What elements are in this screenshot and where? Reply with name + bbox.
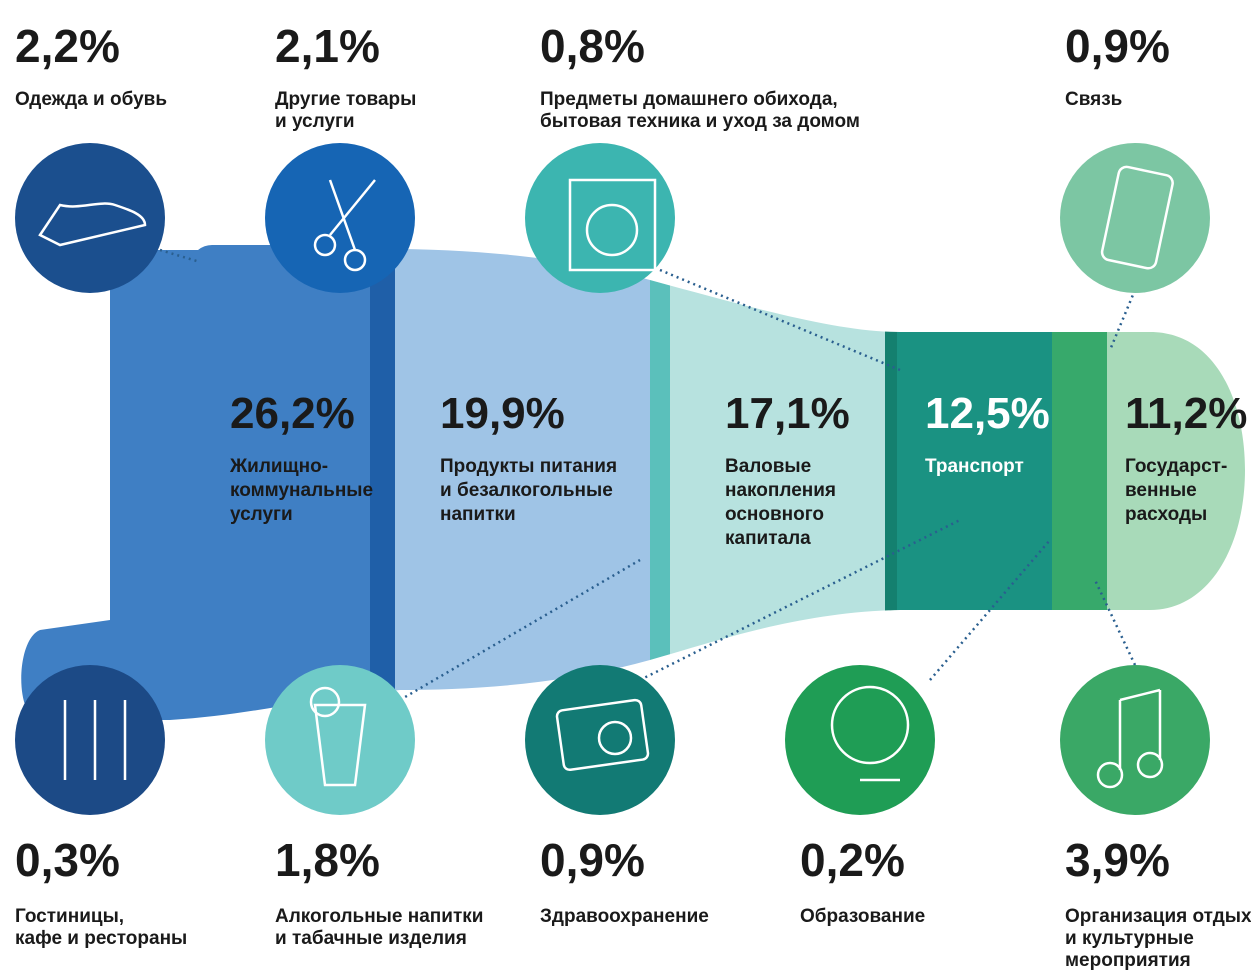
label: и табачные изделия — [275, 928, 467, 949]
value: 11,2% — [1125, 389, 1247, 438]
value: 19,9% — [440, 389, 565, 438]
label: Связь — [1065, 89, 1122, 110]
value: 2,1% — [275, 20, 380, 72]
label: Здравоохранение — [540, 906, 709, 927]
label: Продукты питания — [440, 456, 617, 477]
value: 3,9% — [1065, 834, 1170, 886]
label: накопления — [725, 480, 836, 501]
label: Другие товары — [275, 89, 416, 110]
infographic: 2,2% Одежда и обувь 2,1% Другие товарыи усл… — [0, 0, 1251, 980]
label: Образование — [800, 906, 925, 927]
value: 0,2% — [800, 834, 905, 886]
label: Алкогольные напитки — [275, 906, 483, 927]
label: венные — [1125, 480, 1197, 501]
label: Государст- — [1125, 456, 1227, 477]
label: мероприятия — [1065, 950, 1191, 971]
label: и услуги — [275, 111, 355, 132]
label: Транспорт — [925, 456, 1024, 477]
value: 1,8% — [275, 834, 380, 886]
label: Жилищно- — [229, 456, 328, 477]
value: 17,1% — [725, 389, 850, 438]
value: 0,9% — [1065, 20, 1170, 72]
label: расходы — [1125, 504, 1207, 525]
label: бытовая техника и уход за домом — [540, 111, 860, 132]
label: основного — [725, 504, 824, 525]
label: и безалкогольные — [440, 480, 613, 501]
label: напитки — [440, 504, 516, 525]
label: и культурные — [1065, 928, 1194, 949]
value: 0,3% — [15, 834, 120, 886]
value: 12,5% — [925, 389, 1050, 438]
value: 2,2% — [15, 20, 120, 72]
label: Организация отдыха — [1065, 906, 1251, 927]
value: 0,9% — [540, 834, 645, 886]
label: коммунальные — [230, 480, 373, 501]
value: 0,8% — [540, 20, 645, 72]
label: Предметы домашнего обихода, — [540, 89, 838, 110]
label: Валовые — [725, 456, 811, 477]
label: Гостиницы, — [15, 906, 124, 927]
label: Одежда и обувь — [15, 89, 167, 110]
label: капитала — [725, 528, 811, 549]
value: 26,2% — [230, 389, 355, 438]
foot — [0, 230, 1251, 730]
label: кафе и рестораны — [15, 928, 187, 949]
label: услуги — [230, 504, 293, 525]
